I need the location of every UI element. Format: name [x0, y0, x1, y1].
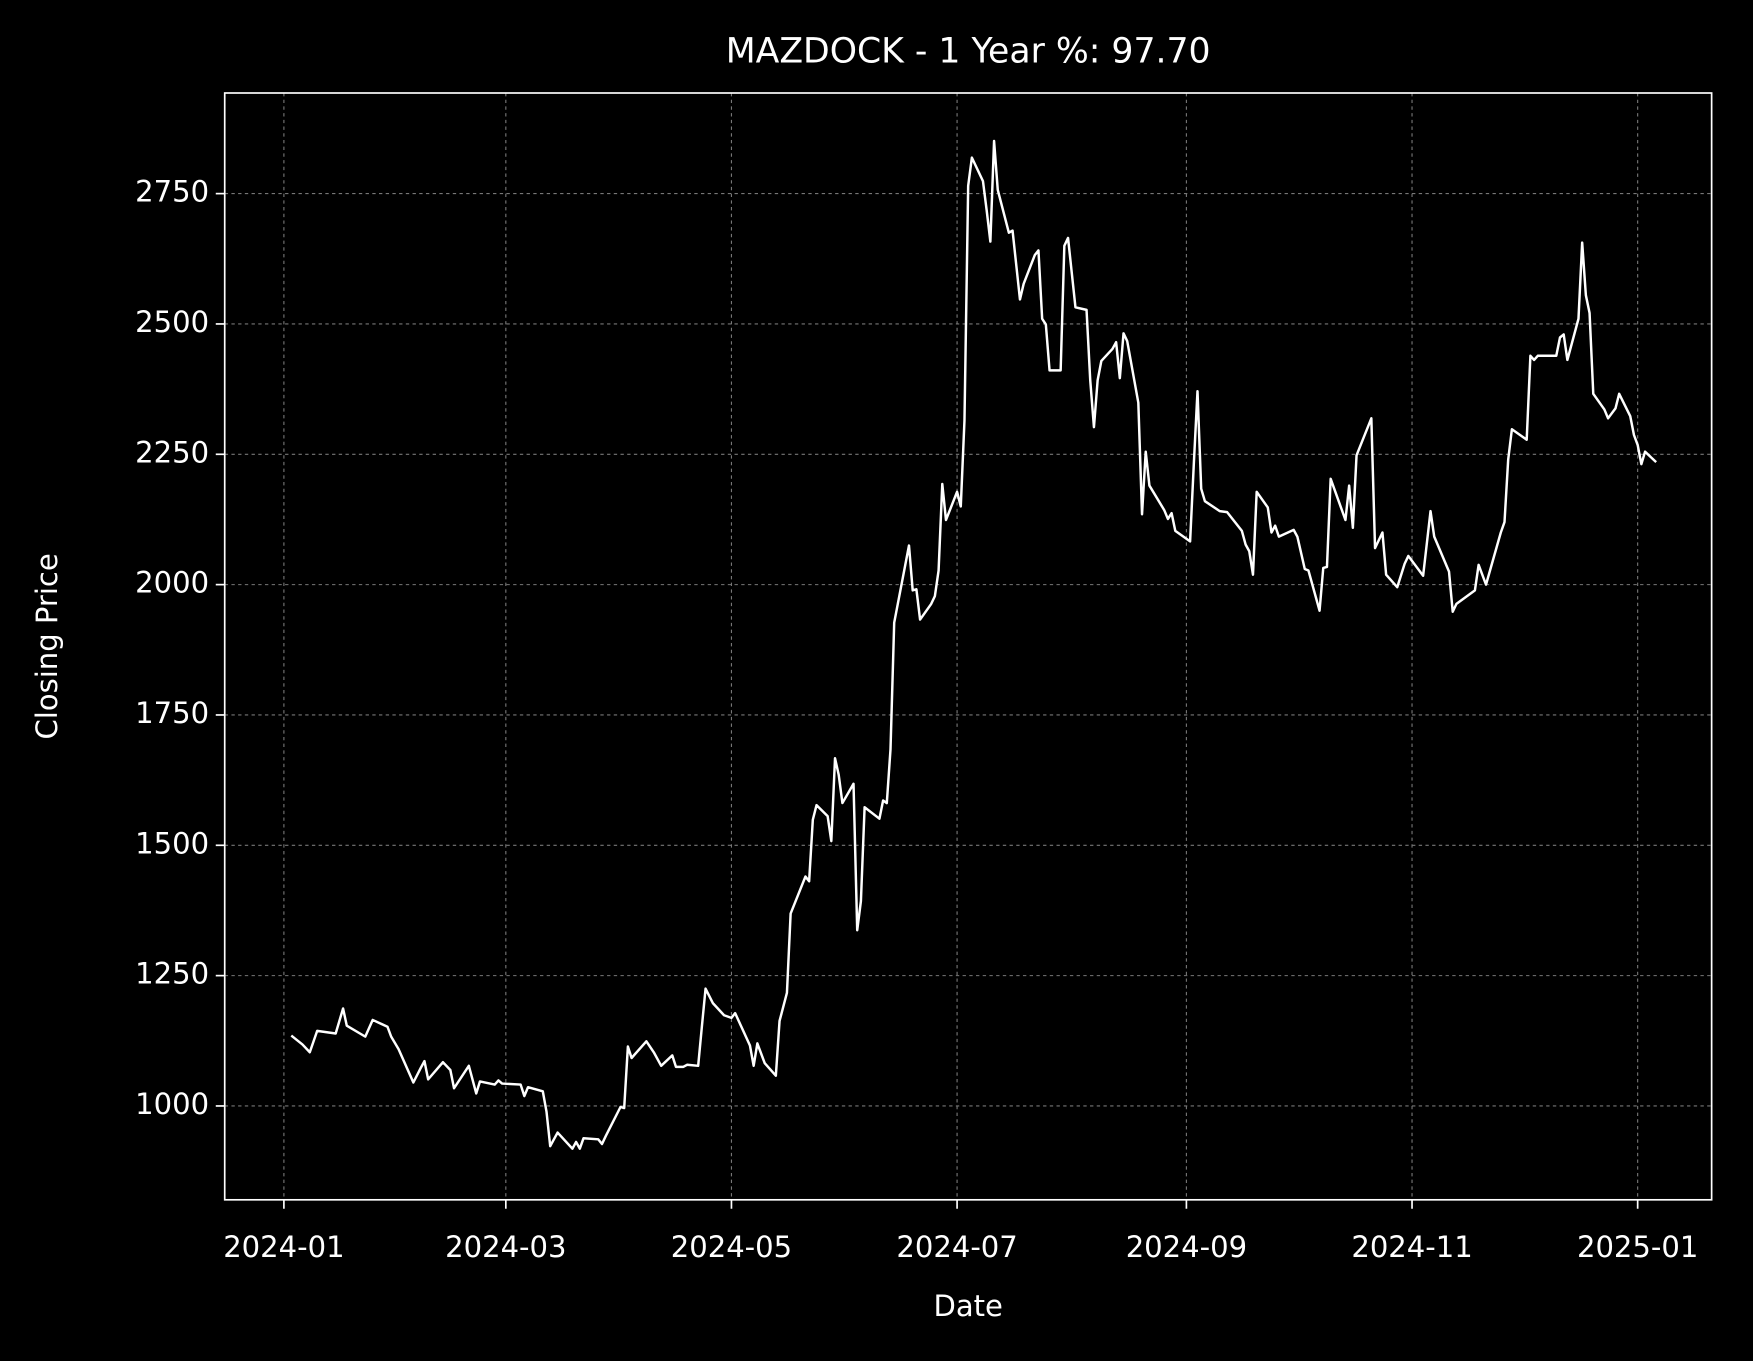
- x-tick-label: 2024-11: [1351, 1230, 1472, 1264]
- x-tick-label: 2024-01: [223, 1230, 344, 1264]
- x-tick-label: 2024-09: [1126, 1230, 1247, 1264]
- plot-frame: [223, 92, 1713, 1201]
- x-tick-label: 2024-03: [445, 1230, 566, 1264]
- grid-layer: [224, 92, 1712, 1200]
- x-axis-label: Date: [933, 1289, 1002, 1323]
- x-tick-label: 2024-07: [896, 1230, 1017, 1264]
- y-tick-label: 1250: [135, 957, 209, 991]
- y-tick-label: 1750: [135, 696, 209, 730]
- y-axis-label: Closing Price: [30, 553, 64, 739]
- plot-layer: [290, 139, 1657, 1150]
- x-tick-label: 2024-05: [671, 1230, 792, 1264]
- y-tick-label: 1500: [135, 826, 209, 860]
- y-tick-label: 1000: [135, 1087, 209, 1121]
- x-tick-label: 2025-01: [1577, 1230, 1698, 1264]
- chart-title: MAZDOCK - 1 Year %: 97.70: [726, 32, 1211, 72]
- y-tick-label: 2250: [135, 435, 209, 469]
- price-line: [290, 139, 1657, 1150]
- y-tick-label: 2750: [135, 175, 209, 209]
- y-tick-label: 2500: [135, 305, 209, 339]
- y-tick-label: 2000: [135, 566, 209, 600]
